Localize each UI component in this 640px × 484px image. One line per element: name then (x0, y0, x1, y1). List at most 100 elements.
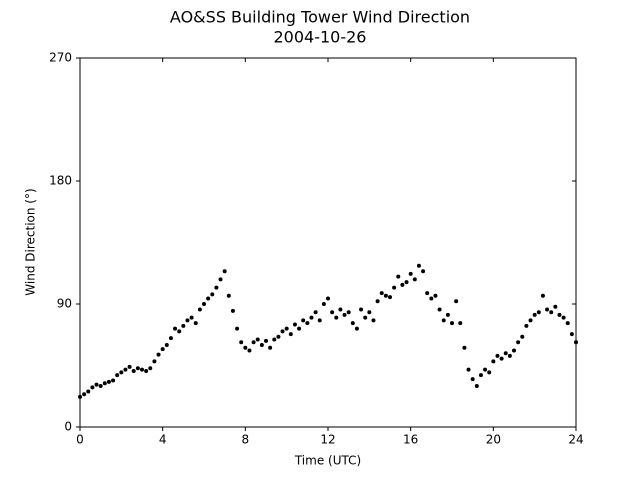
point (520, 334, 525, 339)
point (342, 312, 347, 317)
point (458, 321, 463, 326)
point (268, 345, 273, 350)
point (354, 326, 359, 331)
point (383, 293, 388, 298)
point (363, 315, 368, 320)
point (561, 315, 566, 320)
point (454, 299, 459, 304)
point (437, 307, 442, 312)
point (524, 323, 529, 328)
y-tick-label: 270 (49, 51, 72, 65)
point (259, 343, 264, 347)
point (193, 321, 198, 326)
x-tick-label: 24 (568, 433, 583, 447)
point (218, 277, 223, 282)
point (177, 329, 182, 334)
point (330, 310, 335, 315)
point (284, 326, 289, 331)
point (94, 382, 99, 387)
x-tick-label: 4 (159, 433, 167, 447)
point (425, 291, 430, 296)
point (346, 310, 351, 315)
point (574, 340, 578, 345)
point (549, 310, 554, 315)
point (507, 353, 512, 358)
point (111, 378, 116, 383)
point (512, 348, 516, 353)
x-tick-label: 16 (403, 433, 418, 447)
point (396, 274, 401, 279)
point (487, 370, 492, 375)
point (565, 321, 570, 326)
point (173, 326, 178, 331)
point (90, 385, 95, 390)
point (416, 263, 421, 268)
point (243, 345, 248, 350)
point (115, 373, 120, 378)
point (379, 291, 384, 296)
point (255, 337, 260, 342)
point (483, 367, 488, 372)
point (466, 367, 471, 372)
point (102, 381, 107, 386)
point (292, 322, 297, 327)
point (375, 299, 380, 304)
point (313, 310, 318, 315)
point (305, 321, 310, 326)
point (276, 334, 281, 339)
point (214, 285, 219, 290)
point (388, 295, 392, 300)
point (321, 302, 326, 306)
point (197, 307, 202, 312)
point (359, 307, 364, 312)
point (297, 326, 302, 331)
point (441, 318, 446, 323)
point (429, 296, 434, 301)
point (119, 370, 124, 375)
point (545, 307, 550, 312)
point (148, 366, 153, 371)
point (98, 384, 103, 388)
point (421, 269, 426, 274)
point (152, 359, 157, 364)
chart-title: AO&SS Building Tower Wind Direction (170, 8, 470, 27)
point (82, 392, 87, 397)
point (251, 340, 256, 345)
point (462, 345, 467, 350)
point (123, 367, 128, 372)
point (536, 310, 541, 315)
point (569, 332, 574, 337)
point (181, 323, 186, 328)
point (408, 271, 413, 276)
point (474, 384, 479, 388)
point (350, 321, 355, 326)
point (367, 310, 372, 315)
point (532, 312, 537, 317)
chart-subtitle: 2004-10-26 (274, 28, 367, 47)
point (450, 321, 454, 326)
point (553, 304, 558, 309)
point (491, 359, 496, 364)
point (230, 308, 235, 313)
point (400, 282, 405, 287)
point (210, 292, 215, 297)
point (317, 318, 322, 323)
point (127, 364, 132, 369)
point (392, 285, 397, 290)
point (499, 356, 504, 361)
x-tick-label: 8 (242, 433, 250, 447)
point (334, 315, 339, 320)
point (106, 379, 111, 384)
y-tick-label: 0 (64, 420, 72, 434)
point (189, 315, 194, 320)
point (131, 368, 136, 373)
x-tick-label: 12 (320, 433, 335, 447)
point (239, 340, 244, 345)
point (160, 347, 165, 352)
x-tick-label: 0 (76, 433, 84, 447)
point (202, 302, 206, 306)
point (164, 343, 169, 347)
point (185, 318, 190, 323)
